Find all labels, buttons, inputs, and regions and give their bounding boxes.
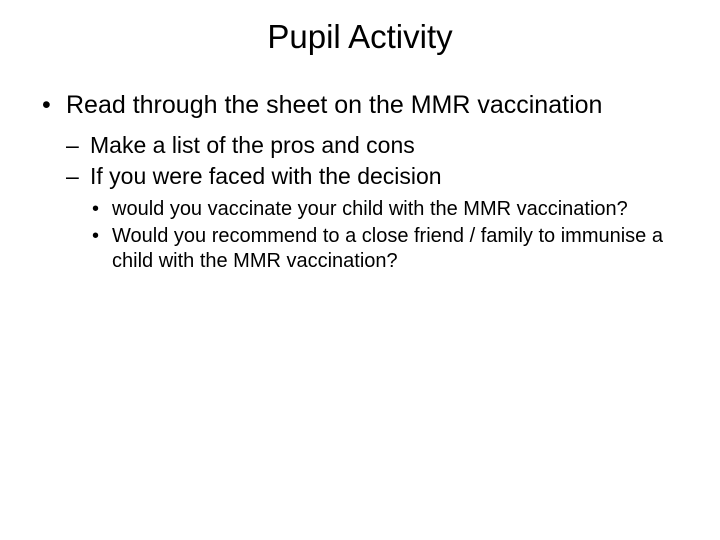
bullet-text: If you were faced with the decision	[90, 163, 442, 189]
list-item: If you were faced with the decision woul…	[66, 162, 680, 274]
list-item: Make a list of the pros and cons	[66, 131, 680, 160]
slide-title: Pupil Activity	[40, 18, 680, 56]
list-item: would you vaccinate your child with the …	[90, 197, 680, 222]
bullet-text: Would you recommend to a close friend / …	[112, 225, 663, 272]
bullet-list-level2: Make a list of the pros and cons If you …	[66, 131, 680, 274]
bullet-text: Read through the sheet on the MMR vaccin…	[66, 91, 602, 119]
bullet-text: Make a list of the pros and cons	[90, 132, 415, 158]
list-item: Read through the sheet on the MMR vaccin…	[40, 90, 680, 274]
bullet-text: would you vaccinate your child with the …	[112, 198, 628, 220]
bullet-list-level3: would you vaccinate your child with the …	[90, 197, 680, 274]
slide-container: Pupil Activity Read through the sheet on…	[0, 0, 720, 540]
bullet-list-level1: Read through the sheet on the MMR vaccin…	[40, 90, 680, 274]
list-item: Would you recommend to a close friend / …	[90, 224, 680, 274]
